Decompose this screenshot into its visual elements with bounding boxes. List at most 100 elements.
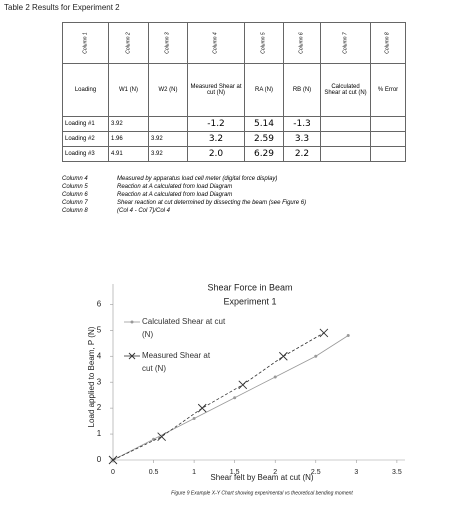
table-cell: 3.92 bbox=[108, 116, 149, 132]
table-row: Loading #1 3.92 -1.2 5.14 -1.3 bbox=[62, 116, 406, 132]
table-cell: 2.0 bbox=[187, 146, 245, 162]
y-axis-label: Load applied to Beam, P (N) bbox=[87, 326, 96, 427]
column-label: Column 7 bbox=[342, 32, 349, 54]
x-tick-label: 3.5 bbox=[392, 469, 402, 476]
table-title: Table 2 Results for Experiment 2 bbox=[4, 3, 120, 12]
chart-title: Shear Force in Beam bbox=[207, 282, 292, 292]
table-cell: 3.3 bbox=[283, 131, 321, 147]
column-label-cell: Column 3 bbox=[148, 22, 188, 64]
table-cell: 3.92 bbox=[148, 146, 188, 162]
y-tick-label: 4 bbox=[97, 351, 102, 360]
note-text: Reaction at A calculated from load Diagr… bbox=[117, 192, 233, 198]
column-label: Column 3 bbox=[165, 32, 171, 54]
data-point bbox=[108, 455, 118, 465]
table-cell: Loading #1 bbox=[62, 116, 109, 132]
data-point bbox=[279, 351, 288, 361]
table-cell: -1.2 bbox=[187, 116, 245, 132]
caption: Figure 9 Example X-Y Chart showing exper… bbox=[171, 490, 353, 496]
chart-subtitle: Experiment 1 bbox=[223, 296, 276, 306]
data-point bbox=[238, 380, 248, 390]
column-label-cell: Column 4 bbox=[187, 22, 245, 64]
y-tick-label: 2 bbox=[97, 403, 102, 412]
table-cell bbox=[148, 116, 188, 132]
note-column: Column 6 bbox=[62, 192, 88, 198]
table-cell: Loading #3 bbox=[62, 146, 109, 162]
column-label: Column 6 bbox=[299, 32, 305, 54]
note-column: Column 8 bbox=[62, 208, 88, 214]
table-cell bbox=[370, 146, 406, 162]
note: Column 4 Measured by apparatus load cell … bbox=[62, 175, 306, 183]
header-cell: % Error bbox=[370, 63, 406, 117]
header-cell: W1 (N) bbox=[108, 63, 149, 117]
table-row: Loading #3 4.91 3.92 2.0 6.29 2.2 bbox=[62, 146, 406, 162]
y-tick-label: 3 bbox=[97, 377, 102, 386]
y-tick-label: 1 bbox=[97, 429, 102, 438]
x-tick-label: 2.5 bbox=[311, 469, 321, 476]
column-label-cell: Column 5 bbox=[244, 22, 284, 64]
note: Column 8 (Col 4 - Col 7)/Col 4 bbox=[62, 207, 306, 215]
table-cell: Loading #2 bbox=[62, 131, 109, 147]
column-label-cell: Column 2 bbox=[108, 22, 149, 64]
note: Column 7 Shear reaction at cut determined… bbox=[62, 199, 306, 207]
table-cell: 3.2 bbox=[187, 131, 245, 147]
data-point bbox=[346, 334, 350, 337]
note-column: Column 7 bbox=[62, 200, 88, 206]
table-row: Loading #2 1.96 3.92 3.2 2.59 3.3 bbox=[62, 131, 406, 147]
results-table: Column 1 Column 2 Column 3 Column 4 Column 5… bbox=[62, 22, 406, 162]
data-point bbox=[157, 432, 166, 441]
y-tick-label: 5 bbox=[97, 325, 102, 334]
legend-marker bbox=[128, 352, 136, 360]
legend-marker bbox=[130, 320, 134, 324]
chart: Shear Force in Beam Experiment 1 0 1 2 3 4 5 6 0 0… bbox=[87, 282, 405, 496]
header-cell: W2 (N) bbox=[148, 63, 188, 117]
table-cell: 2.2 bbox=[283, 146, 321, 162]
data-point bbox=[233, 396, 237, 400]
x-tick-label: 1 bbox=[192, 469, 196, 476]
x-tick-label: 0 bbox=[111, 469, 115, 476]
x-tick-label: 2 bbox=[273, 469, 277, 476]
table-cell: -1.3 bbox=[283, 116, 321, 132]
table-cell: 2.59 bbox=[244, 131, 284, 147]
data-point bbox=[197, 403, 207, 413]
note-text: (Col 4 - Col 7)/Col 4 bbox=[117, 208, 171, 214]
y-tick-label: 6 bbox=[97, 299, 102, 308]
table-cell: 1.96 bbox=[108, 131, 149, 147]
note-column: Column 5 bbox=[62, 184, 88, 190]
column-label-cell: Column 8 bbox=[370, 22, 406, 64]
note-text: Reaction at A calculated from load Diagr… bbox=[117, 184, 233, 190]
column-label: Column 1 bbox=[82, 32, 89, 54]
table-cell bbox=[370, 116, 406, 132]
note: Column 6 Reaction at A calculated from lo… bbox=[62, 191, 306, 199]
column-label: Column 8 bbox=[385, 32, 391, 54]
table-cell bbox=[370, 131, 406, 147]
table-cell: 5.14 bbox=[244, 116, 284, 132]
note-column: Column 4 bbox=[62, 176, 88, 182]
table-cell: 3.92 bbox=[148, 131, 188, 147]
x-tick-label: 1.5 bbox=[230, 469, 240, 476]
column-label: Column 5 bbox=[261, 32, 267, 54]
legend-label: Measured Shear at cut (N) bbox=[142, 351, 211, 373]
header-cell: RA (N) bbox=[244, 63, 284, 117]
series-line bbox=[112, 332, 325, 461]
x-tick-label: 0.5 bbox=[149, 469, 159, 476]
data-point bbox=[319, 328, 329, 338]
note: Column 5 Reaction at A calculated from lo… bbox=[62, 183, 306, 191]
notes: Column 4 Measured by apparatus load cell … bbox=[62, 175, 306, 215]
data-point bbox=[273, 375, 277, 379]
table-cell bbox=[320, 116, 371, 132]
table-cell: 4.91 bbox=[108, 146, 149, 162]
header-cell: Measured Shear at cut (N) bbox=[187, 63, 245, 117]
column-label-cell: Column 7 bbox=[320, 22, 371, 64]
column-label-cell: Column 6 bbox=[283, 22, 321, 64]
legend-label: Calculated Shear at cut (N) bbox=[142, 317, 226, 339]
table-cell: 6.29 bbox=[244, 146, 284, 162]
table-cell bbox=[320, 146, 371, 162]
column-label: Column 2 bbox=[125, 32, 132, 54]
x-tick-label: 3 bbox=[354, 469, 358, 476]
data-point bbox=[314, 354, 318, 358]
column-label-cell: Column 1 bbox=[62, 22, 109, 64]
data-point bbox=[192, 417, 196, 420]
column-label: Column 4 bbox=[213, 32, 219, 54]
x-axis-label: Shear felt by Beam at cut (N) bbox=[210, 473, 313, 482]
